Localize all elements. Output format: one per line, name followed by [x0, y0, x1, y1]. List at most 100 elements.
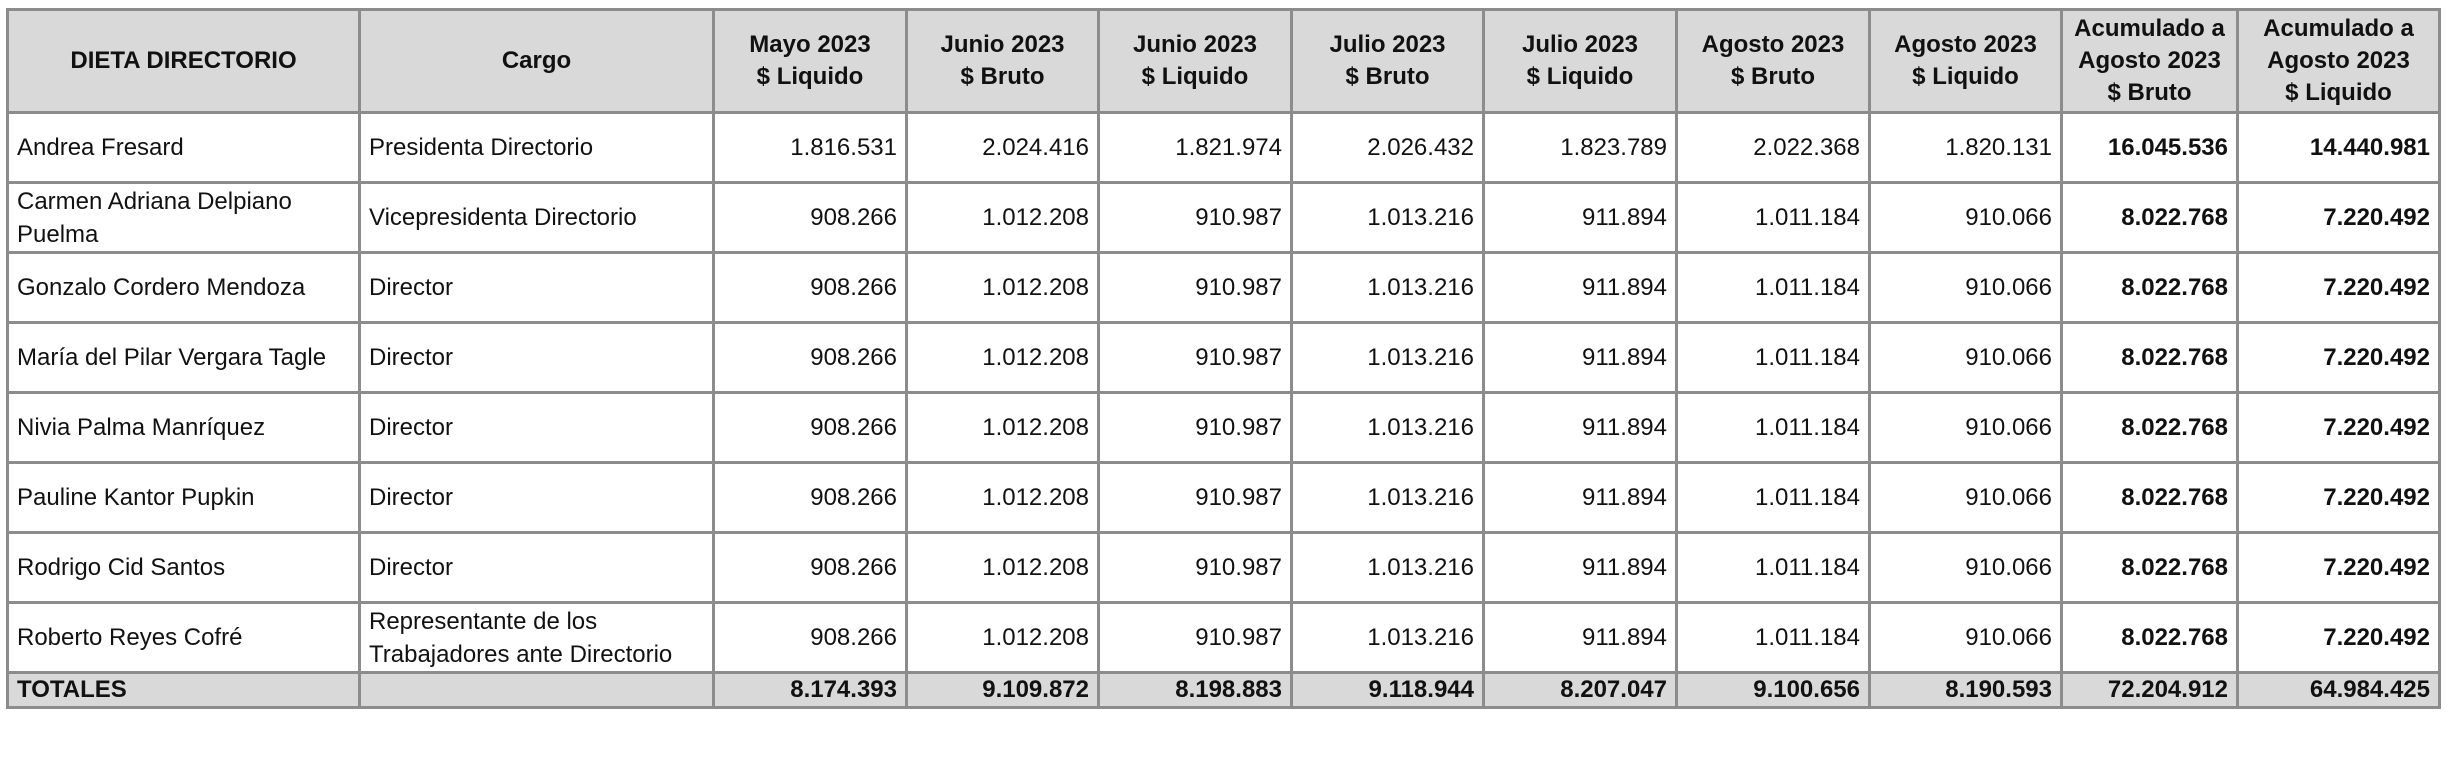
column-header: DIETA DIRECTORIO [6, 8, 361, 114]
director-cargo: Representante de los Trabajadores ante D… [358, 601, 715, 674]
monthly-value: 2.026.432 [1290, 111, 1485, 184]
table-row: Gonzalo Cordero Mendoza Director 908.266 1.… [6, 251, 2441, 324]
monthly-value: 910.066 [1868, 391, 2063, 464]
column-header: Julio 2023 $ Bruto [1290, 8, 1485, 114]
monthly-value: 1.012.208 [905, 321, 1100, 394]
column-header: Agosto 2023 $ Bruto [1675, 8, 1871, 114]
accumulated-value: 7.220.492 [2236, 181, 2441, 254]
monthly-value: 910.066 [1868, 321, 2063, 394]
total-value: 8.190.593 [1868, 671, 2063, 709]
accumulated-value: 8.022.768 [2060, 251, 2239, 324]
monthly-value: 1.012.208 [905, 251, 1100, 324]
accumulated-value: 8.022.768 [2060, 321, 2239, 394]
accumulated-value: 14.440.981 [2236, 111, 2441, 184]
accumulated-value: 8.022.768 [2060, 391, 2239, 464]
monthly-value: 908.266 [712, 251, 908, 324]
monthly-value: 1.013.216 [1290, 531, 1485, 604]
table-row: Carmen Adriana Delpiano Puelma Vicepresid… [6, 181, 2441, 254]
director-cargo: Director [358, 391, 715, 464]
total-value: 9.118.944 [1290, 671, 1485, 709]
monthly-value: 1.012.208 [905, 601, 1100, 674]
monthly-value: 910.987 [1097, 531, 1293, 604]
monthly-value: 911.894 [1482, 391, 1678, 464]
director-name: Nivia Palma Manríquez [6, 391, 361, 464]
monthly-value: 1.013.216 [1290, 601, 1485, 674]
monthly-value: 908.266 [712, 461, 908, 534]
monthly-value: 1.823.789 [1482, 111, 1678, 184]
table-row: María del Pilar Vergara Tagle Director 908… [6, 321, 2441, 394]
table-row: Rodrigo Cid Santos Director 908.266 1.012.2… [6, 531, 2441, 604]
monthly-value: 908.266 [712, 601, 908, 674]
total-value: 8.207.047 [1482, 671, 1678, 709]
monthly-value: 910.066 [1868, 461, 2063, 534]
director-name: Gonzalo Cordero Mendoza [6, 251, 361, 324]
monthly-value: 1.012.208 [905, 531, 1100, 604]
monthly-value: 908.266 [712, 391, 908, 464]
monthly-value: 1.011.184 [1675, 391, 1871, 464]
column-header: Agosto 2023 $ Liquido [1868, 8, 2063, 114]
director-cargo: Director [358, 251, 715, 324]
accumulated-value: 7.220.492 [2236, 601, 2441, 674]
director-cargo: Director [358, 461, 715, 534]
total-value: 64.984.425 [2236, 671, 2441, 709]
table-row: Pauline Kantor Pupkin Director 908.266 1.01… [6, 461, 2441, 534]
director-name: Rodrigo Cid Santos [6, 531, 361, 604]
director-cargo: Director [358, 321, 715, 394]
monthly-value: 1.821.974 [1097, 111, 1293, 184]
accumulated-value: 7.220.492 [2236, 251, 2441, 324]
monthly-value: 1.013.216 [1290, 251, 1485, 324]
monthly-value: 910.987 [1097, 601, 1293, 674]
monthly-value: 1.816.531 [712, 111, 908, 184]
accumulated-value: 7.220.492 [2236, 321, 2441, 394]
monthly-value: 1.013.216 [1290, 181, 1485, 254]
column-header: Mayo 2023 $ Liquido [712, 8, 908, 114]
monthly-value: 910.987 [1097, 391, 1293, 464]
monthly-value: 911.894 [1482, 461, 1678, 534]
monthly-value: 911.894 [1482, 321, 1678, 394]
director-name: Pauline Kantor Pupkin [6, 461, 361, 534]
totals-row: TOTALES 8.174.393 9.109.872 8.198.883 9.118.… [6, 671, 2441, 709]
monthly-value: 1.013.216 [1290, 461, 1485, 534]
table-row: Andrea Fresard Presidenta Directorio 1.816… [6, 111, 2441, 184]
monthly-value: 911.894 [1482, 531, 1678, 604]
table-body: Andrea Fresard Presidenta Directorio 1.816… [6, 111, 2441, 709]
accumulated-value: 8.022.768 [2060, 461, 2239, 534]
monthly-value: 1.011.184 [1675, 251, 1871, 324]
table-header-row: DIETA DIRECTORIO Cargo Mayo 2023 $ Liquido… [6, 8, 2441, 114]
monthly-value: 2.022.368 [1675, 111, 1871, 184]
accumulated-value: 8.022.768 [2060, 601, 2239, 674]
director-cargo: Presidenta Directorio [358, 111, 715, 184]
monthly-value: 911.894 [1482, 181, 1678, 254]
monthly-value: 1.012.208 [905, 461, 1100, 534]
monthly-value: 1.820.131 [1868, 111, 2063, 184]
monthly-value: 1.013.216 [1290, 391, 1485, 464]
accumulated-value: 7.220.492 [2236, 391, 2441, 464]
director-name: Andrea Fresard [6, 111, 361, 184]
column-header: Acumulado a Agosto 2023 $ Bruto [2060, 8, 2239, 114]
monthly-value: 910.987 [1097, 181, 1293, 254]
column-header: Junio 2023 $ Bruto [905, 8, 1100, 114]
monthly-value: 908.266 [712, 531, 908, 604]
total-value: 72.204.912 [2060, 671, 2239, 709]
monthly-value: 910.987 [1097, 251, 1293, 324]
monthly-value: 1.013.216 [1290, 321, 1485, 394]
monthly-value: 908.266 [712, 321, 908, 394]
column-header: Junio 2023 $ Liquido [1097, 8, 1293, 114]
totals-cargo-empty [358, 671, 715, 709]
column-header: Acumulado a Agosto 2023 $ Liquido [2236, 8, 2441, 114]
monthly-value: 910.066 [1868, 601, 2063, 674]
monthly-value: 910.066 [1868, 251, 2063, 324]
monthly-value: 1.011.184 [1675, 531, 1871, 604]
monthly-value: 1.011.184 [1675, 181, 1871, 254]
monthly-value: 911.894 [1482, 251, 1678, 324]
total-value: 8.174.393 [712, 671, 908, 709]
table-row: Nivia Palma Manríquez Director 908.266 1.01… [6, 391, 2441, 464]
accumulated-value: 8.022.768 [2060, 531, 2239, 604]
accumulated-value: 7.220.492 [2236, 461, 2441, 534]
monthly-value: 1.012.208 [905, 391, 1100, 464]
director-name: Roberto Reyes Cofré [6, 601, 361, 674]
monthly-value: 910.987 [1097, 461, 1293, 534]
totals-label: TOTALES [6, 671, 361, 709]
dieta-directorio-table: DIETA DIRECTORIO Cargo Mayo 2023 $ Liquido… [6, 8, 2441, 709]
monthly-value: 908.266 [712, 181, 908, 254]
